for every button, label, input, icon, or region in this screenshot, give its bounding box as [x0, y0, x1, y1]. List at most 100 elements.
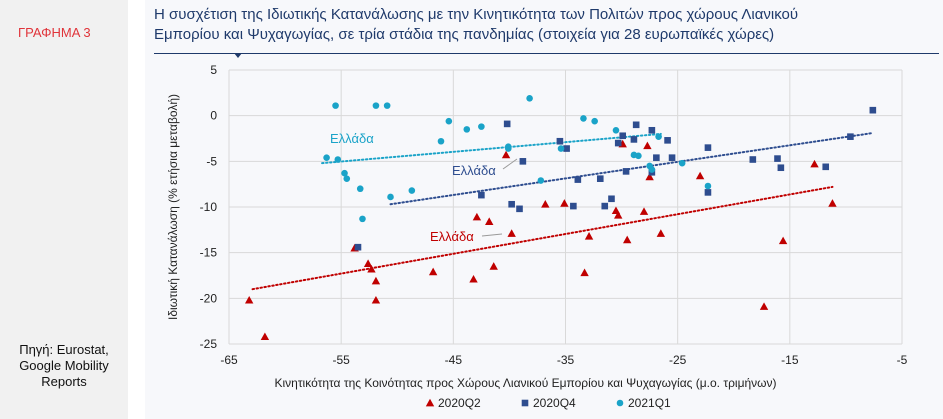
data-point-2021Q1 — [341, 169, 348, 177]
data-point-2020Q4 — [847, 133, 854, 140]
x-tick-label: -5 — [897, 353, 908, 367]
data-point-2020Q4 — [570, 202, 577, 210]
data-point-2020Q4 — [704, 189, 712, 196]
data-point-2020Q4 — [777, 164, 785, 172]
data-point-2021Q1 — [359, 215, 366, 223]
data-point-2021Q1 — [635, 152, 642, 160]
y-tick-label: -20 — [200, 291, 218, 305]
sidebar-panel: ΓΡΑΦΗΜΑ 3 Πηγή: Eurostat, Google Mobilit… — [0, 0, 128, 419]
data-point-2020Q2 — [614, 211, 623, 219]
data-point-2021Q1 — [557, 145, 565, 152]
y-tick-label: -25 — [200, 337, 218, 351]
source-line-2: Google Mobility — [19, 358, 109, 373]
data-point-2020Q2 — [622, 235, 632, 244]
data-point-2020Q4 — [622, 168, 630, 175]
data-point-2020Q4 — [664, 137, 671, 144]
data-point-2020Q2 — [759, 302, 769, 310]
legend-label-2021Q1: 2021Q1 — [628, 396, 671, 410]
figure-label: ΓΡΑΦΗΜΑ 3 — [18, 25, 91, 40]
title-divider-notch — [234, 53, 242, 58]
data-point-2020Q2 — [472, 212, 482, 221]
data-point-2021Q1 — [334, 156, 342, 163]
data-point-2021Q1 — [704, 182, 712, 190]
data-point-2021Q1 — [387, 193, 394, 201]
data-point-2021Q1 — [372, 102, 380, 109]
x-axis-title: Κινητικότητα της Κοινότητας προς Χώρους … — [274, 376, 776, 390]
data-point-2020Q2 — [639, 207, 649, 215]
legend-marker-2020Q2 — [425, 398, 435, 407]
data-point-2021Q1 — [612, 126, 620, 134]
data-point-2020Q2 — [584, 232, 594, 240]
data-point-2020Q2 — [485, 217, 494, 225]
data-point-2021Q1 — [408, 187, 416, 194]
data-point-2021Q1 — [504, 143, 512, 151]
scatter-chart: -65 -55 -45 -35 -25 -15 -5 -25 -20 -15 -10 -5 0 5 Κινη… — [166, 63, 908, 410]
data-point-2020Q2 — [469, 274, 478, 283]
y-tick-label: -10 — [200, 200, 218, 214]
data-point-2020Q4 — [563, 145, 570, 152]
data-point-2020Q4 — [822, 163, 830, 171]
data-point-2021Q1 — [678, 159, 686, 167]
data-point-2021Q1 — [437, 137, 445, 145]
annotation-greece-2020Q4: Ελλάδα — [452, 163, 496, 178]
trendline-2021Q1 — [321, 132, 662, 165]
data-point-2020Q2 — [501, 150, 511, 159]
data-point-2020Q2 — [371, 295, 381, 304]
x-tick-label: -15 — [781, 353, 799, 367]
source-note: Πηγή: Eurostat, Google Mobility Reports — [0, 342, 128, 390]
data-point-2020Q2 — [645, 172, 654, 181]
data-point-2020Q4 — [354, 243, 362, 251]
data-point-2020Q4 — [516, 205, 523, 213]
data-point-2020Q2 — [371, 276, 381, 285]
data-point-2020Q2 — [656, 229, 666, 237]
data-point-2020Q2 — [643, 141, 652, 150]
data-point-2021Q1 — [383, 102, 391, 109]
x-tick-label: -45 — [445, 353, 463, 367]
x-tick-label: -55 — [332, 353, 350, 367]
chart-title-line-2: Εμπορίου και Ψυχαγωγίας, σε τρία στάδια … — [154, 26, 775, 43]
chart-title: Η συσχέτιση της Ιδιωτικής Κατανάλωσης με… — [154, 5, 934, 45]
y-tick-label: -15 — [200, 246, 218, 260]
data-point-2020Q2 — [580, 268, 589, 277]
data-point-2021Q1 — [445, 117, 453, 125]
annotation-greece-2020Q2: Ελλάδα — [430, 229, 474, 244]
data-point-2020Q4 — [608, 195, 615, 203]
data-point-2020Q4 — [619, 132, 627, 140]
data-point-2020Q4 — [503, 120, 511, 128]
data-point-2020Q2 — [244, 295, 254, 304]
data-point-2020Q2 — [363, 259, 373, 267]
data-point-2020Q4 — [574, 176, 582, 183]
data-point-2020Q4 — [478, 191, 485, 199]
data-point-2020Q4 — [704, 144, 712, 151]
data-point-2020Q4 — [630, 136, 638, 143]
data-point-2021Q1 — [648, 166, 656, 173]
data-point-2021Q1 — [356, 185, 364, 193]
trendline-2020Q4 — [389, 132, 874, 206]
y-tick-label: -5 — [206, 154, 217, 168]
data-point-2020Q2 — [260, 332, 270, 341]
data-point-2020Q2 — [828, 199, 837, 207]
data-point-2021Q1 — [343, 175, 351, 182]
legend-marker-2021Q1 — [616, 399, 624, 407]
data-point-2020Q4 — [774, 155, 781, 162]
annotation-leader-line — [502, 158, 518, 170]
legend-label-2020Q4: 2020Q4 — [533, 396, 576, 410]
legend-marker-2020Q4 — [521, 399, 529, 407]
data-point-2021Q1 — [332, 102, 339, 109]
data-point-2021Q1 — [526, 95, 533, 102]
data-point-2020Q2 — [489, 262, 498, 270]
data-point-2021Q1 — [580, 115, 587, 122]
data-point-2021Q1 — [537, 177, 545, 184]
data-point-2020Q2 — [695, 171, 705, 180]
data-point-2020Q4 — [668, 154, 676, 161]
data-point-2020Q4 — [508, 200, 515, 208]
y-axis-title: Ιδιωτική Κατανάλωση (% ετήσια μεταβολή) — [166, 94, 180, 320]
legend-label-2020Q2: 2020Q2 — [438, 396, 481, 410]
y-tick-label: 5 — [210, 63, 217, 77]
data-point-2021Q1 — [478, 123, 485, 130]
trendline-2020Q2 — [251, 185, 834, 291]
data-point-2020Q4 — [596, 175, 604, 182]
data-point-2020Q4 — [556, 137, 564, 145]
data-point-2020Q4 — [653, 154, 660, 161]
data-point-2021Q1 — [591, 117, 598, 125]
